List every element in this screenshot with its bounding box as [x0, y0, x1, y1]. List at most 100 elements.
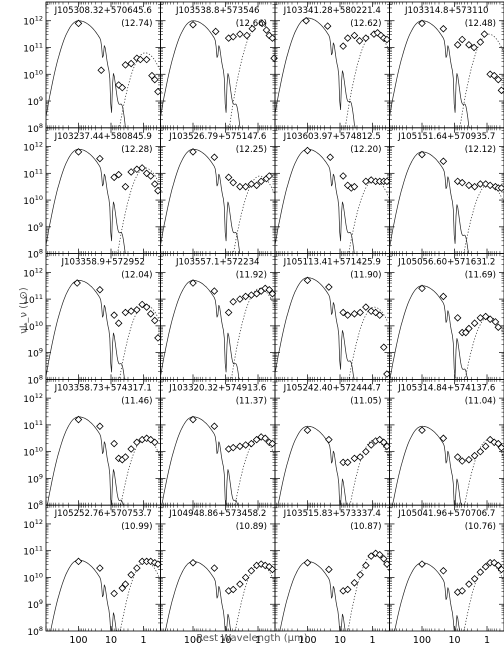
- panel: 100 10 1 J103515.83+573337.4 (10.87): [274, 504, 391, 646]
- data-point: [343, 34, 352, 42]
- data-point: [453, 41, 462, 49]
- y-tick-label: 1011: [23, 42, 43, 55]
- x-tick-label: 1: [255, 635, 261, 646]
- data-point: [356, 308, 364, 317]
- data-point: [154, 186, 162, 195]
- data-point: [229, 585, 237, 594]
- data-point: [303, 276, 312, 285]
- panel-value: (10.76): [465, 522, 496, 532]
- x-tick-label: 1: [484, 635, 490, 646]
- data-point: [303, 146, 312, 155]
- data-point: [356, 571, 364, 579]
- panel: J105151.64+570935.7 (12.12): [389, 127, 504, 255]
- panel-value: (12.66): [236, 19, 267, 29]
- data-point: [470, 575, 479, 583]
- panel: 100 10 1 J104948.86+573458.2 (10.89): [160, 504, 277, 646]
- data-point: [418, 284, 426, 293]
- data-point: [326, 153, 334, 162]
- y-tick-label: 1012: [23, 518, 43, 531]
- data-point: [133, 306, 141, 314]
- data-point: [146, 310, 155, 318]
- data-point: [229, 33, 237, 41]
- panel-name: J103314.8+573110: [404, 6, 489, 16]
- data-point: [241, 573, 250, 582]
- panel-name: J103358.9+572952: [60, 258, 145, 268]
- sed-model-curve: [160, 561, 243, 632]
- data-point: [458, 587, 466, 595]
- sed-model-curve: [160, 148, 243, 254]
- data-point: [439, 157, 448, 166]
- data-point: [490, 71, 498, 80]
- panel: J105113.41+571425.9 (11.90): [274, 253, 391, 380]
- data-point: [110, 173, 118, 182]
- y-tick-label: 108: [27, 248, 43, 261]
- data-point: [383, 370, 391, 378]
- stellar-model-curve: [222, 288, 276, 380]
- data-point: [229, 178, 237, 187]
- data-point: [476, 568, 485, 576]
- data-point: [356, 453, 364, 461]
- panel: 100 10 1 J105041.96+570706.7 (10.76): [389, 504, 504, 646]
- panel-value: (12.20): [350, 145, 381, 155]
- panel-name: J105252.76+570753.7: [54, 509, 152, 519]
- data-point: [268, 439, 277, 448]
- data-point: [380, 554, 388, 563]
- data-point: [350, 182, 359, 191]
- data-point: [350, 31, 359, 40]
- data-point: [151, 316, 159, 325]
- data-point: [373, 29, 382, 37]
- panel: J105056.60+571631.2 (11.69): [389, 253, 504, 380]
- panel-value: (11.92): [236, 271, 267, 281]
- panel-value: (12.48): [465, 19, 496, 29]
- data-point: [151, 75, 159, 84]
- sed-model-curve: [45, 20, 128, 129]
- data-point: [121, 308, 130, 317]
- data-point: [465, 455, 473, 464]
- data-point: [418, 19, 426, 28]
- data-point: [151, 438, 159, 447]
- x-tick-label: 10: [448, 635, 460, 646]
- data-point: [142, 303, 151, 311]
- sed-model-curve: [389, 151, 472, 254]
- data-point: [154, 334, 162, 342]
- data-point: [133, 165, 141, 174]
- data-point: [133, 564, 141, 572]
- data-point: [252, 181, 261, 190]
- data-point: [142, 55, 151, 64]
- sed-model-curve: [46, 416, 128, 506]
- data-point: [261, 434, 269, 443]
- panel-name: J103237.44+580845.9: [54, 132, 152, 142]
- stellar-model-curve: [337, 306, 390, 380]
- panel: 108 109 1010 1011 1012 J103358.73+574317.1 (11…: [23, 378, 161, 512]
- panel-name: J103341.28+580221.4: [283, 6, 381, 16]
- x-axis-label: Rest Wavelength (μm): [196, 633, 308, 644]
- panel-value: (11.04): [465, 396, 496, 406]
- panel-name: J105308.32+570645.6: [54, 6, 152, 16]
- data-point: [268, 565, 277, 574]
- data-point: [189, 558, 197, 567]
- data-point: [114, 319, 123, 327]
- data-point: [362, 303, 370, 311]
- data-point: [127, 168, 135, 176]
- data-point: [261, 561, 269, 570]
- data-point: [121, 61, 130, 69]
- y-tick-label: 1012: [23, 141, 43, 154]
- data-point: [481, 562, 490, 571]
- data-point: [476, 38, 485, 46]
- y-tick-label: 109: [27, 472, 43, 485]
- data-point: [343, 458, 352, 467]
- data-point: [350, 454, 359, 463]
- data-point: [270, 54, 278, 62]
- data-point: [97, 66, 105, 75]
- panel-value: (11.46): [121, 396, 152, 406]
- x-tick-label: 100: [298, 635, 316, 646]
- panel-value: (12.04): [121, 271, 152, 281]
- panel-name: J105041.96+570706.7: [397, 509, 495, 519]
- data-point: [154, 87, 162, 96]
- stellar-model-curve: [451, 33, 504, 129]
- sed-model-curve: [160, 20, 243, 129]
- data-point: [138, 300, 146, 309]
- panel-name: J105151.64+570935.7: [397, 132, 495, 142]
- data-point: [258, 19, 266, 28]
- data-point: [494, 561, 503, 570]
